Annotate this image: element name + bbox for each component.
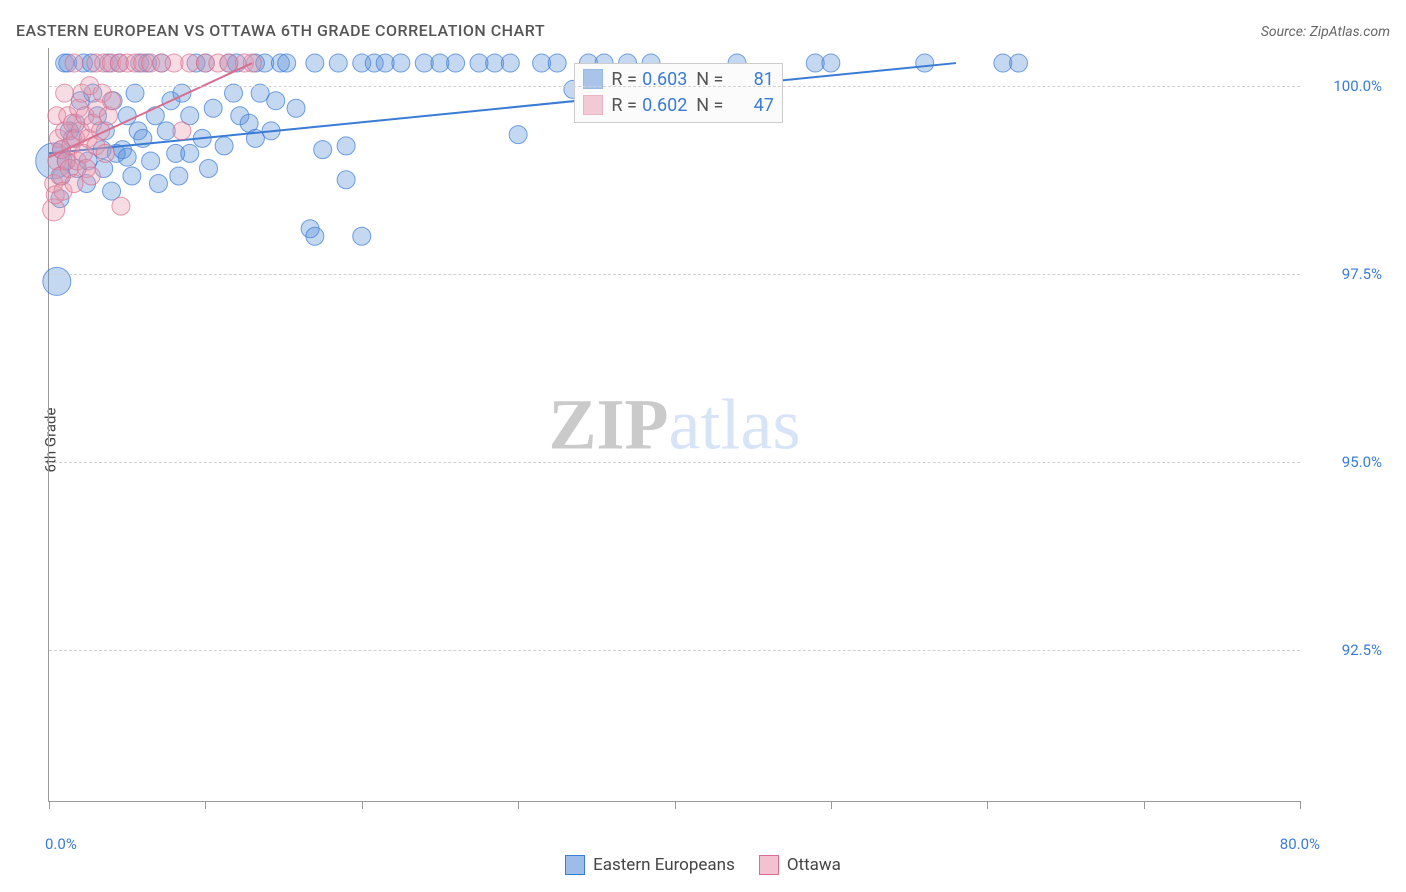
scatter-point	[65, 54, 83, 72]
gridline	[49, 650, 1300, 651]
scatter-point	[822, 54, 840, 72]
scatter-point	[215, 137, 233, 155]
scatter-point	[181, 144, 199, 162]
chart-header: EASTERN EUROPEAN VS OTTAWA 6TH GRADE COR…	[0, 0, 1406, 40]
scatter-point	[65, 175, 83, 193]
legend-swatch	[565, 855, 585, 875]
y-tick-label: 100.0%	[1333, 77, 1382, 95]
scatter-point	[112, 197, 130, 215]
x-min-label: 0.0%	[45, 835, 77, 853]
scatter-point	[126, 84, 144, 102]
x-tick	[205, 801, 206, 809]
scatter-point	[314, 141, 332, 159]
legend-item: Eastern Europeans	[565, 855, 735, 875]
gridline	[49, 274, 1300, 275]
scatter-point	[1010, 54, 1028, 72]
scatter-point	[103, 92, 121, 110]
scatter-point	[204, 99, 222, 117]
chart-title: EASTERN EUROPEAN VS OTTAWA 6TH GRADE COR…	[16, 21, 545, 40]
x-tick	[675, 801, 676, 809]
scatter-point	[149, 175, 167, 193]
stats-row: R = 0.603 N = 81	[583, 66, 774, 92]
stats-box: R = 0.603 N = 81 R = 0.602 N = 47	[574, 63, 783, 123]
scatter-point	[123, 167, 141, 185]
y-tick-label: 97.5%	[1342, 265, 1382, 283]
x-max-label: 80.0%	[1280, 835, 1320, 853]
stats-text: R = 0.602 N = 47	[611, 95, 774, 116]
scatter-svg	[49, 48, 1300, 801]
legend-label: Ottawa	[787, 855, 841, 875]
y-tick-label: 92.5%	[1342, 641, 1382, 659]
source-label: Source: ZipAtlas.com	[1261, 24, 1390, 40]
scatter-point	[243, 54, 261, 72]
bottom-legend: Eastern Europeans Ottawa	[0, 855, 1406, 880]
y-tick-label: 95.0%	[1342, 453, 1382, 471]
legend-item: Ottawa	[759, 855, 841, 875]
stats-row: R = 0.602 N = 47	[583, 92, 774, 118]
scatter-point	[287, 99, 305, 117]
plot-area: ZIPatlas R = 0.603 N = 81R = 0.602 N = 4…	[48, 48, 1300, 802]
plot-wrapper: 6th Grade ZIPatlas R = 0.603 N = 81R = 0…	[48, 48, 1390, 832]
x-tick	[362, 801, 363, 809]
scatter-point	[329, 54, 347, 72]
gridline	[49, 86, 1300, 87]
scatter-point	[118, 148, 136, 166]
scatter-point	[447, 54, 465, 72]
scatter-point	[43, 267, 71, 295]
x-tick	[49, 801, 50, 809]
scatter-point	[509, 126, 527, 144]
gridline	[49, 462, 1300, 463]
scatter-point	[337, 171, 355, 189]
x-tick	[1144, 801, 1145, 809]
scatter-point	[173, 122, 191, 140]
scatter-point	[278, 54, 296, 72]
scatter-point	[337, 137, 355, 155]
legend-label: Eastern Europeans	[593, 855, 735, 875]
scatter-point	[142, 152, 160, 170]
scatter-point	[353, 227, 371, 245]
scatter-point	[170, 167, 188, 185]
x-tick	[1300, 801, 1301, 809]
scatter-point	[392, 54, 410, 72]
scatter-point	[306, 54, 324, 72]
scatter-point	[501, 54, 519, 72]
scatter-point	[146, 107, 164, 125]
scatter-point	[200, 159, 218, 177]
scatter-point	[267, 92, 285, 110]
scatter-point	[306, 227, 324, 245]
scatter-point	[96, 144, 114, 162]
x-tick	[518, 801, 519, 809]
legend-swatch	[583, 95, 603, 115]
legend-swatch	[759, 855, 779, 875]
x-tick	[831, 801, 832, 809]
x-tick	[987, 801, 988, 809]
scatter-point	[548, 54, 566, 72]
scatter-point	[916, 54, 934, 72]
scatter-point	[225, 84, 243, 102]
scatter-point	[82, 167, 100, 185]
scatter-point	[56, 84, 74, 102]
